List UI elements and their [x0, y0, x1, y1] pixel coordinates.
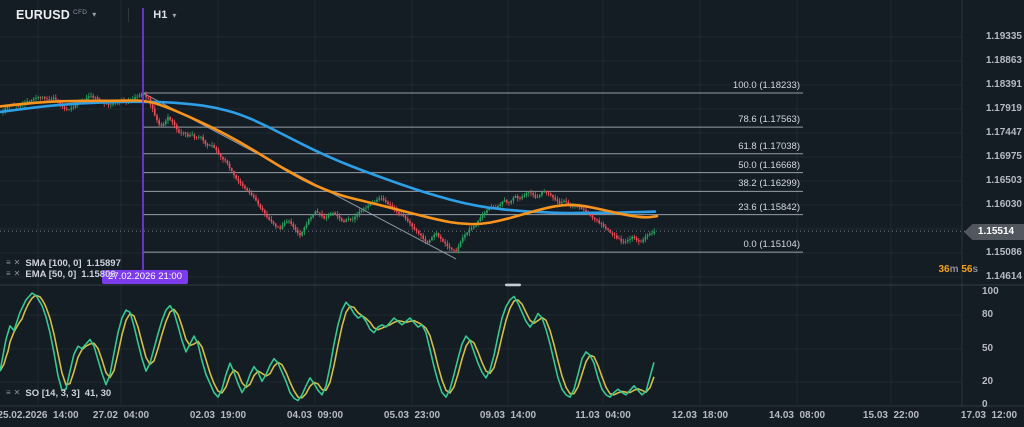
- interval-selector[interactable]: H1 ▾: [147, 7, 182, 23]
- time-axis-label: 02.03 19:00: [189, 410, 247, 421]
- ema-line[interactable]: [0, 99, 659, 226]
- price-axis-label: 1.17447: [985, 127, 1022, 138]
- pane-resize-handle[interactable]: [505, 283, 521, 287]
- indicator-remove-icon[interactable]: ✕: [13, 269, 21, 278]
- ema-legend-value: 1.15806: [81, 268, 116, 280]
- price-axis-label: 1.19335: [985, 31, 1022, 42]
- symbol-selector[interactable]: EURUSD CFD ▾: [10, 6, 102, 24]
- time-axis-label: 14.03 08:00: [768, 410, 826, 421]
- fib-level-label: 100.0 (1.18233): [732, 80, 800, 91]
- time-axis-label: 27.02 04:00: [92, 410, 150, 421]
- fib-level-label: 0.0 (1.15104): [743, 239, 800, 250]
- countdown-minutes: 36: [938, 264, 950, 275]
- so-legend-title: SO [14, 3, 3]: [25, 387, 80, 399]
- ema-legend-title: EMA [50, 0]: [25, 268, 77, 280]
- ema-indicator-legend: ≡ ✕ EMA [50, 0] 1.15806: [6, 268, 116, 280]
- fib-level-label: 50.0 (1.16668): [738, 160, 800, 171]
- sma-legend-value: 1.15897: [86, 257, 121, 269]
- countdown-seconds: 56: [961, 264, 973, 275]
- oscillator-axis-label: 100: [982, 286, 999, 297]
- event-date-badge: 27.02.2026 21:00: [102, 270, 188, 284]
- chevron-down-icon: ▾: [172, 11, 177, 20]
- fib-level-label: 38.2 (1.16299): [738, 178, 800, 189]
- price-axis-label: 1.15086: [985, 247, 1022, 258]
- indicator-remove-icon[interactable]: ✕: [13, 258, 21, 267]
- price-axis-label: 1.18391: [985, 79, 1022, 90]
- oscillator-axis-label: 50: [982, 343, 994, 354]
- fib-level-label: 23.6 (1.15842): [738, 202, 800, 213]
- so-legend-value: 41, 30: [84, 387, 112, 399]
- sma-legend-title: SMA [100, 0]: [25, 257, 82, 269]
- time-axis-label: 17.03 12:00: [960, 410, 1018, 421]
- toolbar-divider: [128, 8, 130, 22]
- time-axis-label: 09.03 14:00: [479, 410, 537, 421]
- oscillator-axis-label: 80: [982, 309, 994, 320]
- oscillator-axis-label: 0: [982, 399, 988, 410]
- time-axis-label: 04.03 09:00: [286, 410, 344, 421]
- price-axis-label: 1.17919: [985, 103, 1022, 114]
- time-axis-label: 11.03 04:00: [575, 410, 631, 421]
- sma-indicator-legend: ≡ ✕ SMA [100, 0] 1.15897: [6, 257, 121, 269]
- symbol-market-type: CFD: [72, 9, 88, 16]
- time-axis-label: 12.03 18:00: [671, 410, 729, 421]
- oscillator-axis-label: 20: [982, 376, 994, 387]
- indicator-settings-icon[interactable]: ≡: [6, 269, 11, 278]
- bar-close-countdown: 36m 56s: [938, 264, 979, 275]
- fib-level-label: 78.6 (1.17563): [738, 114, 800, 125]
- price-axis-label: 1.16503: [985, 175, 1022, 186]
- time-axis-label: 15.03 22:00: [862, 410, 920, 421]
- current-price-badge: 1.15514: [964, 224, 1024, 240]
- fib-level-label: 61.8 (1.17038): [738, 141, 800, 152]
- indicator-remove-icon[interactable]: ✕: [13, 388, 21, 397]
- stochastic-indicator-legend: ≡ ✕ SO [14, 3, 3] 41, 30: [6, 387, 112, 399]
- price-axis-label: 1.16975: [985, 151, 1022, 162]
- fib-retracement: [143, 92, 803, 253]
- indicator-settings-icon[interactable]: ≡: [6, 258, 11, 267]
- sma-line[interactable]: [0, 100, 657, 215]
- symbol-name: EURUSD: [16, 8, 70, 22]
- indicator-settings-icon[interactable]: ≡: [6, 388, 11, 397]
- price-axis-label: 1.16030: [985, 199, 1022, 210]
- time-axis-label: 25.02.2026 14:00: [0, 410, 79, 421]
- chart-toolbar: EURUSD CFD ▾ H1 ▾: [10, 5, 182, 25]
- stochastic-k-line[interactable]: [0, 292, 655, 402]
- chevron-down-icon: ▾: [92, 10, 97, 19]
- price-axis-label: 1.14614: [985, 271, 1022, 282]
- interval-label: H1: [153, 9, 168, 21]
- price-axis-label: 1.18863: [985, 55, 1022, 66]
- grid: [0, 0, 962, 405]
- time-axis-label: 05.03 23:00: [383, 410, 441, 421]
